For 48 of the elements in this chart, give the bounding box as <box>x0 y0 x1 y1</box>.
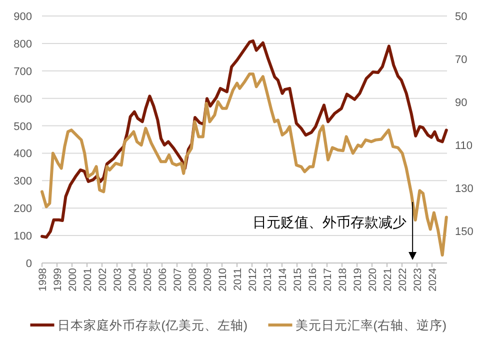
x-tick-label: 2022 <box>397 268 409 292</box>
y-tick-label: 800 <box>14 38 32 50</box>
y2-tick-label: 50 <box>455 11 468 23</box>
x-tick-label: 2017 <box>322 268 334 292</box>
y-tick-label: 0 <box>26 258 32 270</box>
y-tick-label: 300 <box>14 176 32 188</box>
y-tick-label: 500 <box>14 120 32 133</box>
y-tick-label: 200 <box>14 203 32 216</box>
x-tick-label: 2007 <box>172 268 184 292</box>
y-tick-label: 900 <box>14 11 32 23</box>
x-tick-label: 2002 <box>97 268 109 292</box>
x-tick-label: 2001 <box>82 268 94 292</box>
x-tick-label: 2014 <box>277 268 289 292</box>
x-tick-label: 2005 <box>142 268 154 292</box>
y-tick-label: 700 <box>14 66 32 78</box>
y-tick-label: 400 <box>14 148 32 160</box>
x-tick-label: 2018 <box>337 268 349 292</box>
y2-tick-label: 90 <box>455 96 468 109</box>
x-tick-label: 2015 <box>292 268 304 292</box>
y2-tick-label: 150 <box>455 226 474 238</box>
y2-tick-label: 130 <box>455 182 474 195</box>
x-tick-label: 2004 <box>127 268 139 292</box>
x-tick-label: 2009 <box>202 268 214 292</box>
x-tick-label: 2020 <box>367 268 379 292</box>
y2-tick-label: 70 <box>455 54 468 66</box>
legend-label: 日本家庭外币存款(亿美元、左轴) <box>57 318 248 332</box>
x-tick-label: 2012 <box>247 268 259 292</box>
x-tick-label: 1999 <box>52 268 64 292</box>
x-tick-label: 2000 <box>67 268 79 292</box>
x-tick-label: 2021 <box>382 268 394 292</box>
x-tick-label: 2011 <box>232 268 244 291</box>
x-tick-label: 2003 <box>112 268 124 292</box>
x-tick-label: 2006 <box>157 268 169 292</box>
line-series <box>40 72 448 257</box>
x-tick-label: 2008 <box>187 268 199 292</box>
x-tick-label: 2013 <box>262 268 274 292</box>
line-series <box>40 39 448 239</box>
x-tick-label: 2019 <box>352 268 364 292</box>
x-tick-label: 2010 <box>217 268 229 292</box>
x-tick-label: 2016 <box>307 268 319 292</box>
x-tick-label: 2023 <box>412 268 424 292</box>
x-tick-label: 2024 <box>427 268 439 292</box>
y2-tick-label: 110 <box>455 140 473 152</box>
annotation: 日元贬值、外币存款减少 <box>252 214 407 230</box>
legend-label: 美元日元汇率(右轴、逆序) <box>295 318 447 332</box>
x-tick-label: 1998 <box>37 268 49 292</box>
y-tick-label: 100 <box>14 230 32 243</box>
y-tick-label: 600 <box>14 93 32 106</box>
